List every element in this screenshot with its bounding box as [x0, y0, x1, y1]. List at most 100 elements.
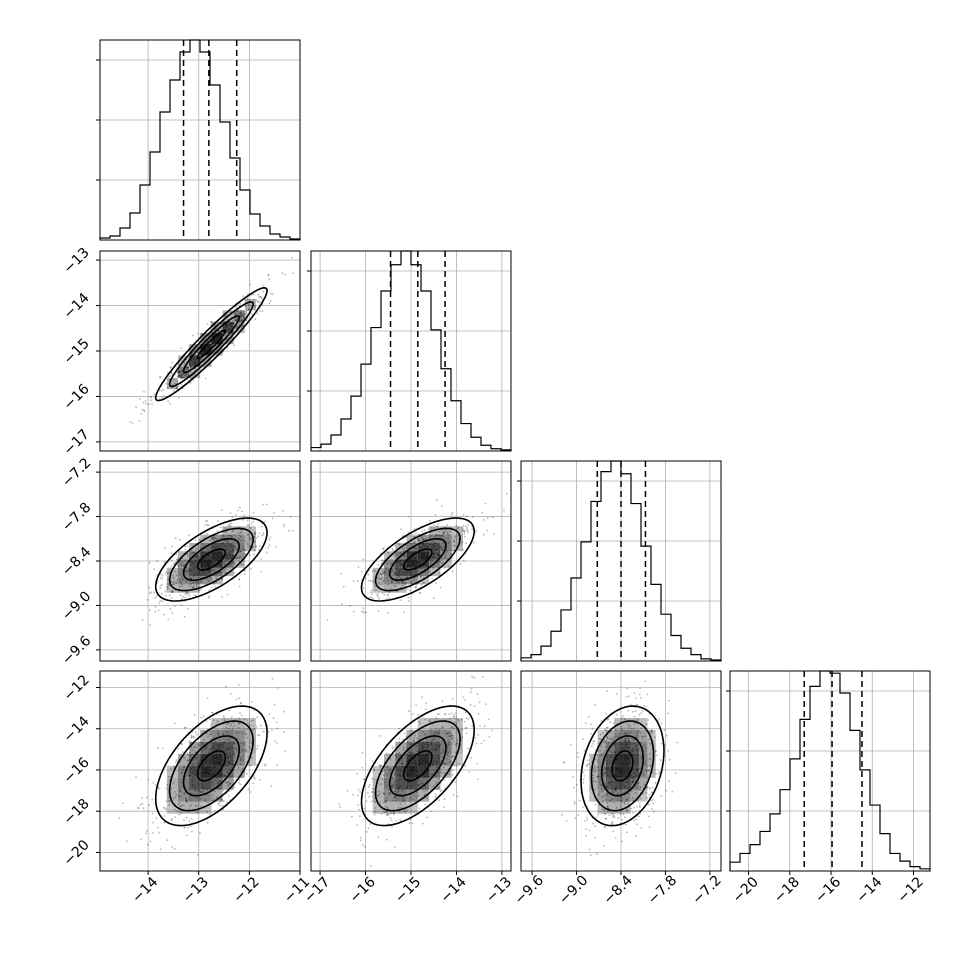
scatter-point — [635, 736, 638, 739]
scatter-point — [205, 532, 208, 535]
scatter-point — [412, 737, 415, 740]
density-cell — [597, 729, 606, 742]
scatter-point — [617, 735, 620, 737]
scatter-point — [176, 380, 179, 383]
scatter-point — [156, 580, 159, 583]
scatter-point — [586, 765, 588, 768]
density-cell — [200, 344, 212, 356]
scatter-point — [202, 357, 204, 360]
scatter-point — [217, 803, 220, 805]
scatter-point — [171, 545, 173, 548]
scatter-point — [172, 797, 175, 800]
scatter-point — [667, 750, 670, 752]
scatter-point — [447, 534, 450, 536]
scatter-point — [389, 771, 392, 773]
scatter-point — [258, 532, 261, 535]
scatter-point — [173, 562, 175, 565]
scatter-point — [374, 807, 377, 809]
scatter-point — [193, 350, 196, 352]
scatter-point — [176, 564, 179, 567]
scatter-point — [249, 538, 252, 541]
scatter-point — [228, 795, 230, 797]
scatter-point — [149, 396, 152, 398]
scatter-point — [259, 778, 262, 781]
scatter-point — [252, 293, 255, 296]
scatter-point — [603, 845, 605, 847]
scatter-point — [644, 747, 647, 750]
density-cell — [177, 801, 190, 814]
density-cell — [189, 741, 201, 754]
scatter-point — [466, 528, 468, 531]
scatter-point — [177, 385, 180, 388]
scatter-point — [131, 422, 134, 425]
scatter-point — [595, 780, 598, 783]
scatter-point — [627, 709, 629, 712]
scatter-point — [592, 743, 594, 745]
scatter-point — [620, 725, 623, 728]
density-cell — [222, 741, 234, 754]
scatter-point — [443, 772, 445, 775]
scatter-point — [591, 745, 593, 748]
scatter-point — [604, 826, 606, 828]
scatter-point — [381, 559, 383, 562]
density-cell — [451, 753, 463, 766]
scatter-point — [326, 619, 329, 621]
scatter-point — [451, 756, 454, 759]
scatter-point — [217, 329, 220, 332]
scatter-point — [574, 817, 577, 819]
scatter-point — [459, 563, 462, 565]
density-cell — [406, 729, 418, 742]
scatter-point — [349, 604, 352, 607]
scatter-point — [191, 587, 194, 589]
scatter-point — [250, 538, 252, 541]
scatter-point — [180, 581, 183, 584]
scatter-point — [387, 551, 390, 554]
scatter-point — [457, 720, 460, 723]
scatter-point — [603, 808, 606, 811]
scatter-point — [456, 742, 458, 745]
scatter-point — [249, 283, 252, 286]
scatter-point — [638, 789, 641, 791]
scatter-point — [592, 780, 595, 783]
scatter-point — [604, 729, 607, 732]
scatter-point — [262, 533, 265, 536]
scatter-point — [211, 537, 214, 539]
scatter-point — [648, 803, 650, 806]
scatter-point — [642, 774, 645, 776]
density-cell — [597, 777, 606, 790]
scatter-point — [365, 830, 368, 833]
scatter-point — [384, 811, 386, 814]
scatter-point — [382, 792, 385, 795]
scatter-point — [658, 718, 660, 720]
scatter-point — [379, 783, 382, 785]
scatter-point — [268, 713, 271, 715]
scatter-point — [238, 506, 241, 509]
scatter-point — [193, 735, 195, 738]
scatter-point — [252, 782, 255, 784]
scatter-point — [246, 542, 249, 545]
scatter-point — [365, 611, 368, 614]
scatter-point — [262, 290, 265, 293]
scatter-point — [175, 582, 177, 585]
scatter-point — [386, 611, 389, 614]
scatter-point — [447, 537, 449, 540]
scatter-point — [389, 757, 392, 760]
scatter-point — [465, 542, 468, 544]
scatter-point — [142, 401, 145, 404]
scatter-point — [387, 562, 390, 565]
scatter-point — [206, 811, 209, 813]
scatter-point — [183, 792, 186, 795]
scatter-point — [647, 770, 650, 772]
scatter-point — [269, 300, 272, 302]
scatter-point — [382, 792, 385, 794]
scatter-point — [171, 589, 174, 592]
scatter-point — [157, 609, 160, 612]
scatter-point — [147, 778, 150, 781]
scatter-point — [382, 547, 385, 550]
scatter-point — [243, 569, 246, 572]
scatter-point — [377, 610, 380, 613]
scatter-point — [222, 569, 225, 572]
scatter-point — [183, 615, 186, 618]
scatter-point — [193, 373, 196, 376]
scatter-point — [462, 525, 465, 527]
